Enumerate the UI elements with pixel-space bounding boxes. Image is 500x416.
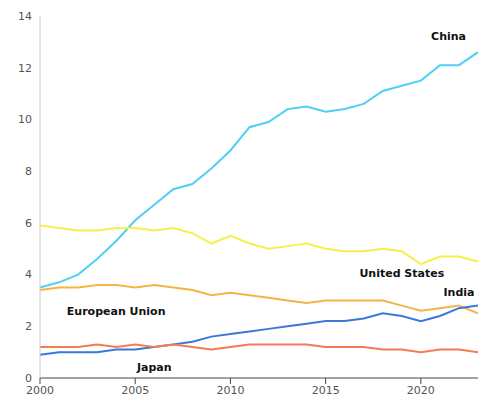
svg-text:United States: United States (359, 267, 444, 280)
svg-text:10: 10 (18, 113, 32, 126)
svg-text:6: 6 (25, 217, 32, 230)
svg-text:0: 0 (25, 372, 32, 385)
svg-text:India: India (443, 286, 474, 299)
svg-text:2000: 2000 (26, 384, 54, 397)
svg-text:2: 2 (25, 320, 32, 333)
svg-text:14: 14 (18, 10, 32, 23)
svg-text:2015: 2015 (312, 384, 340, 397)
svg-text:4: 4 (25, 268, 32, 281)
svg-text:China: China (431, 30, 466, 43)
svg-text:12: 12 (18, 62, 32, 75)
svg-text:8: 8 (25, 165, 32, 178)
svg-text:European Union: European Union (67, 305, 166, 318)
svg-text:2010: 2010 (216, 384, 244, 397)
svg-text:Japan: Japan (136, 361, 172, 374)
svg-text:2020: 2020 (407, 384, 435, 397)
svg-text:2005: 2005 (121, 384, 149, 397)
